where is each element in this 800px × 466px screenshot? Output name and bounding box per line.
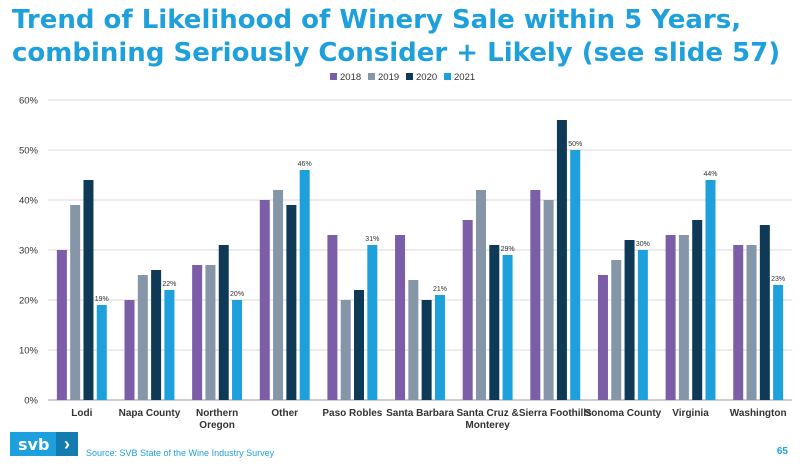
x-tick-label: Santa Barbara: [386, 408, 454, 419]
bar-2019: [611, 260, 622, 400]
legend: 2018 2019 2020 2021: [330, 72, 475, 83]
bars: 19% 22% 20% 46% 31% 21% 29% 50% 30% 44% 23%: [56, 120, 785, 400]
chevron-right-icon: ›: [56, 432, 78, 456]
bar-2019: [205, 265, 216, 400]
legend-label-2019: 2019: [378, 72, 399, 83]
y-tick-label: 10%: [19, 346, 39, 357]
x-tick-label: Northern: [196, 408, 238, 419]
bar-2018: [56, 250, 67, 400]
bar-2019: [70, 205, 81, 400]
bar-2021: [232, 300, 243, 400]
bar-2020: [354, 290, 365, 400]
bar-2021: [637, 250, 648, 400]
x-tick-label: Sierra Foothills: [519, 408, 592, 419]
legend-swatch-2019: [368, 73, 375, 80]
x-tick-label: Paso Robles: [322, 408, 382, 419]
bar-2021: [434, 295, 445, 400]
bar-2018: [530, 190, 541, 400]
legend-swatch-2018: [330, 73, 337, 80]
bar-2020: [151, 270, 162, 400]
x-tick-label: Napa County: [119, 408, 181, 419]
legend-swatch-2020: [406, 73, 413, 80]
bar-2020: [692, 220, 703, 400]
bar-2019: [475, 190, 486, 400]
x-tick-label: Sonoma County: [585, 408, 662, 419]
x-tick-label: Oregon: [199, 420, 235, 431]
data-label: 20%: [230, 291, 244, 298]
page-number: 65: [776, 446, 788, 457]
chart-title: Trend of Likelihood of Winery Sale withi…: [12, 5, 781, 68]
bar-2018: [462, 220, 473, 400]
data-label: 19%: [95, 296, 109, 303]
y-tick-label: 20%: [19, 296, 39, 307]
bar-2018: [327, 235, 338, 400]
data-label: 23%: [771, 276, 785, 283]
x-tick-label: Washington: [730, 408, 787, 419]
data-label: 29%: [501, 246, 515, 253]
bar-2020: [759, 225, 770, 400]
bar-2020: [218, 245, 229, 400]
legend-label-2021: 2021: [454, 72, 475, 83]
svb-logo: svb ›: [10, 432, 78, 456]
source-note: Source: SVB State of the Wine Industry S…: [86, 448, 275, 458]
data-label: 21%: [433, 286, 447, 293]
data-label: 50%: [568, 141, 582, 148]
data-label: 22%: [162, 281, 176, 288]
bar-2019: [408, 280, 419, 400]
y-axis-ticks: 0% 10% 20% 30% 40% 50% 60%: [19, 96, 39, 407]
y-tick-label: 60%: [19, 96, 39, 107]
x-tick-label: Lodi: [71, 408, 92, 419]
bar-2021: [773, 285, 784, 400]
bar-2020: [624, 240, 635, 400]
legend-label-2018: 2018: [340, 72, 361, 83]
x-tick-label: Monterey: [465, 420, 510, 431]
bar-2019: [678, 235, 689, 400]
y-tick-label: 0%: [24, 396, 38, 407]
bar-2021: [299, 170, 310, 400]
bar-2018: [395, 235, 406, 400]
x-tick-label: Santa Cruz &: [457, 408, 519, 419]
bar-2020: [556, 120, 567, 400]
bar-2020: [286, 205, 297, 400]
bar-2019: [340, 300, 351, 400]
bar-2020: [421, 300, 432, 400]
bar-2021: [367, 245, 378, 400]
data-label: 31%: [365, 236, 379, 243]
bar-chart: 0% 10% 20% 30% 40% 50% 60% 19% 22% 20% 46% 31% 21% 2…: [19, 72, 792, 431]
svb-logo-text: svb: [18, 434, 50, 454]
y-tick-label: 30%: [19, 246, 39, 257]
bar-2018: [124, 300, 135, 400]
bar-2020: [83, 180, 94, 400]
data-label: 30%: [636, 241, 650, 248]
bar-2021: [502, 255, 513, 400]
bar-2018: [597, 275, 608, 400]
bar-2021: [705, 180, 716, 400]
legend-swatch-2021: [444, 73, 451, 80]
y-tick-label: 50%: [19, 146, 39, 157]
legend-label-2020: 2020: [416, 72, 437, 83]
bar-2021: [570, 150, 581, 400]
data-label: 44%: [703, 171, 717, 178]
bar-2020: [489, 245, 500, 400]
bar-2018: [733, 245, 744, 400]
y-tick-label: 40%: [19, 196, 39, 207]
bar-2019: [543, 200, 554, 400]
bar-2021: [96, 305, 107, 400]
data-label: 46%: [298, 161, 312, 168]
bar-2019: [273, 190, 284, 400]
x-tick-label: Virginia: [672, 408, 709, 419]
bar-2019: [746, 245, 757, 400]
x-tick-label: Other: [271, 408, 298, 419]
bar-2021: [164, 290, 175, 400]
bar-2018: [192, 265, 203, 400]
bar-2018: [665, 235, 676, 400]
bar-2018: [259, 200, 270, 400]
bar-2019: [137, 275, 148, 400]
